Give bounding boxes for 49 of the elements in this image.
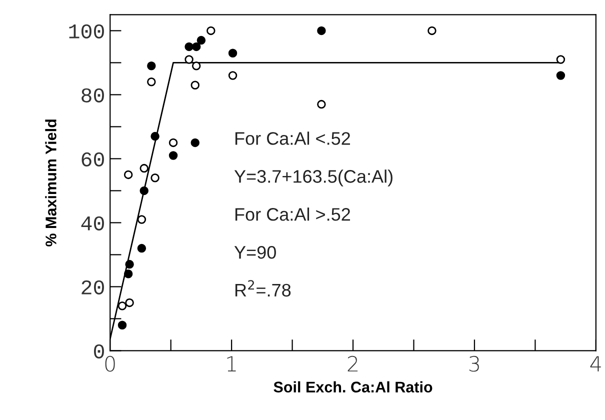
y-tick-label: 0 xyxy=(94,344,104,358)
y-tick-label: 100 xyxy=(69,24,104,38)
annotation: Y=3.7+163.5(Ca:Al) xyxy=(234,170,392,186)
annotation: For Ca:Al <.52 xyxy=(235,132,350,145)
point xyxy=(118,302,127,310)
point xyxy=(140,164,148,173)
x-axis-title: Soil Exch. Ca:Al Ratio xyxy=(274,381,432,392)
point xyxy=(428,26,436,36)
x-tick-label: 4 xyxy=(590,356,601,372)
y-tick-label: 40 xyxy=(81,216,104,230)
point xyxy=(124,270,133,278)
point xyxy=(140,186,148,196)
point xyxy=(556,55,566,64)
x-tick-label: 1 xyxy=(227,356,236,372)
point xyxy=(150,174,160,182)
point xyxy=(137,215,146,224)
point xyxy=(125,298,134,308)
point xyxy=(196,36,206,45)
point xyxy=(147,62,156,70)
y-axis-title: % Maximum Yield xyxy=(45,120,56,246)
point xyxy=(137,244,146,253)
point xyxy=(556,71,566,80)
point xyxy=(317,100,326,109)
point xyxy=(118,320,127,330)
point xyxy=(317,26,326,36)
x-tick-label: 3 xyxy=(469,356,479,372)
annotation: R$^{2}$=.78 xyxy=(235,280,291,297)
annotation: For Ca:Al >.52 xyxy=(235,208,350,221)
point xyxy=(150,132,160,141)
point xyxy=(192,62,201,70)
point xyxy=(192,42,201,52)
point xyxy=(190,138,200,148)
point xyxy=(147,78,156,86)
y-tick-label: 60 xyxy=(82,152,104,166)
point xyxy=(190,80,200,90)
point xyxy=(124,170,133,180)
y-tick-label: 20 xyxy=(82,280,104,294)
point xyxy=(168,151,178,160)
x-tick-label: 0 xyxy=(105,356,115,372)
annotation: Y=90 xyxy=(234,246,276,259)
point xyxy=(228,48,238,58)
point xyxy=(125,260,134,269)
point xyxy=(184,42,194,52)
point xyxy=(206,26,216,36)
point xyxy=(184,55,194,64)
point xyxy=(228,71,238,80)
point xyxy=(168,138,178,148)
y-tick-label: 80 xyxy=(82,88,104,102)
x-tick-label: 2 xyxy=(348,356,358,372)
